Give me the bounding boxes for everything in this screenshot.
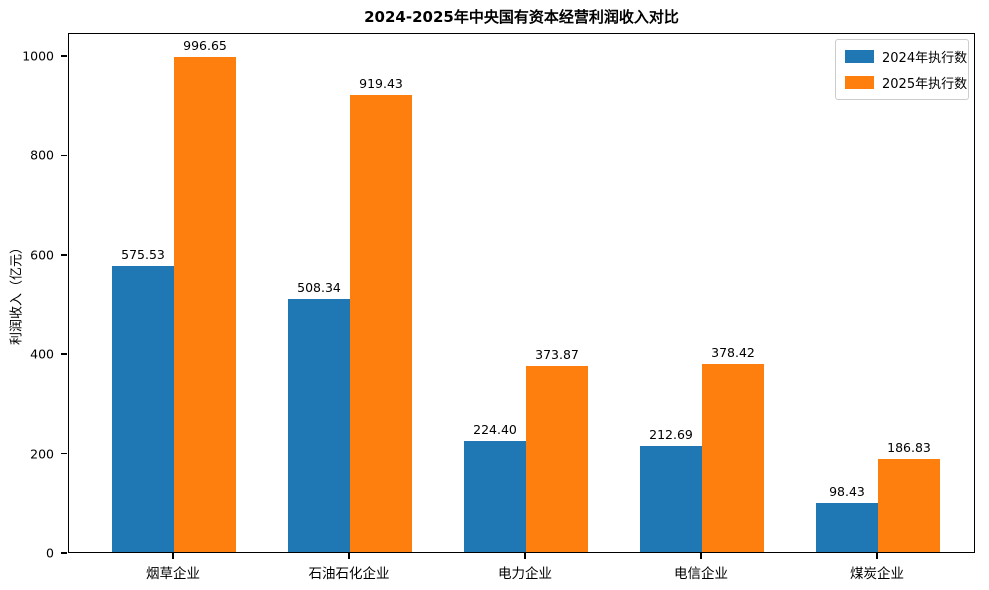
bar-value-label: 224.40 [473,421,517,437]
bar-2025年执行数-煤炭企业 [878,459,940,552]
y-tick-label: 800 [30,147,54,163]
y-tick-mark [61,552,67,554]
y-tick-mark [61,353,67,355]
bar-2025年执行数-电力企业 [526,366,588,552]
y-tick-label: 200 [30,446,54,462]
y-tick-mark [61,154,67,157]
x-tick-label: 电信企业 [674,566,728,582]
x-tick-label: 石油石化企业 [308,566,390,582]
x-tick-mark [348,553,350,559]
legend-label-2024: 2024年执行数 [882,51,968,66]
plot-area: 575.53 508.34 224.40 212.69 98.43 996.65 919.4… [68,33,975,553]
legend-swatch-2024 [845,50,874,63]
bar-value-label: 212.69 [649,427,693,443]
bar-2025年执行数-烟草企业 [174,56,236,552]
bar-2024年执行数-电力企业 [464,440,526,552]
bar-value-label: 575.53 [121,247,165,263]
bar-value-label: 919.43 [359,76,403,92]
bar-2025年执行数-电信企业 [702,363,764,552]
x-tick-label: 烟草企业 [146,566,200,582]
legend: 2024年执行数 2025年执行数 [835,39,969,100]
y-tick-label: 0 [46,545,54,561]
bar-2024年执行数-煤炭企业 [816,503,878,552]
legend-item-2025: 2025年执行数 [845,73,967,92]
chart-title: 2024-2025年中央国有资本经营利润收入对比 [364,8,679,26]
bar-value-label: 186.83 [887,440,931,456]
bar-2024年执行数-石油石化企业 [288,299,350,552]
bar-2025年执行数-石油石化企业 [350,95,412,552]
bar-2024年执行数-电信企业 [640,446,702,552]
x-tick-label: 电力企业 [498,566,552,582]
y-tick-label: 600 [30,247,54,263]
x-tick-mark [172,553,174,559]
y-tick-label: 400 [30,346,54,362]
x-tick-mark [876,553,878,559]
y-tick-mark [61,254,67,256]
bar-value-label: 373.87 [535,347,579,363]
y-tick-mark [61,55,67,57]
legend-swatch-2025 [845,76,874,89]
legend-item-2024: 2024年执行数 [845,47,967,66]
legend-label-2025: 2025年执行数 [882,77,968,92]
x-tick-mark [524,553,526,559]
x-tick-mark [700,553,702,559]
bar-2024年执行数-烟草企业 [112,266,174,552]
bar-value-label: 98.43 [829,484,865,500]
bar-value-label: 378.42 [711,344,755,360]
y-tick-label: 1000 [22,48,54,64]
y-tick-mark [61,452,67,455]
bar-value-label: 996.65 [183,37,227,53]
bar-value-label: 508.34 [297,280,341,296]
x-tick-label: 煤炭企业 [850,566,904,582]
